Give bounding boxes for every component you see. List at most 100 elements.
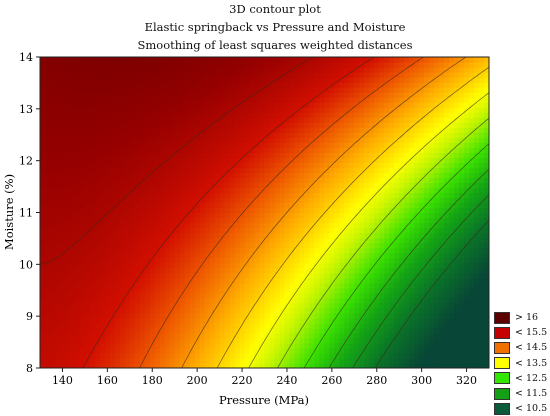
field-cell: [474, 137, 480, 143]
field-cell: [349, 252, 355, 259]
field-cell: [214, 317, 221, 324]
field-cell: [89, 312, 96, 319]
field-cell: [104, 242, 111, 249]
field-cell: [194, 252, 201, 259]
field-cell: [74, 102, 81, 108]
field-cell: [469, 272, 475, 279]
field-cell: [404, 272, 410, 279]
field-cell: [319, 277, 325, 284]
field-cell: [229, 362, 236, 368]
field-cell: [284, 332, 291, 339]
field-cell: [384, 287, 390, 294]
field-cell: [374, 277, 380, 284]
field-cell: [219, 187, 226, 194]
field-cell: [159, 257, 166, 264]
field-cell: [129, 347, 136, 354]
field-cell: [154, 192, 161, 199]
field-cell: [449, 112, 455, 118]
field-cell: [319, 202, 325, 209]
field-cell: [404, 192, 410, 199]
field-cell: [474, 192, 480, 199]
field-cell: [299, 347, 306, 354]
field-cell: [154, 97, 161, 103]
field-cell: [169, 317, 176, 324]
field-cell: [359, 172, 365, 178]
field-cell: [344, 137, 350, 143]
field-cell: [389, 187, 395, 194]
field-cell: [269, 262, 276, 269]
field-cell: [59, 87, 66, 93]
field-cell: [329, 327, 335, 334]
field-cell: [44, 132, 51, 138]
field-cell: [239, 252, 246, 259]
field-cell: [329, 197, 335, 204]
field-cell: [134, 157, 141, 163]
field-cell: [254, 342, 261, 349]
field-cell: [359, 352, 365, 359]
field-cell: [134, 287, 141, 294]
field-cell: [349, 137, 355, 143]
field-cell: [304, 122, 310, 128]
field-cell: [94, 252, 101, 259]
field-cell: [354, 297, 360, 304]
field-cell: [84, 117, 91, 123]
field-cell: [409, 127, 415, 133]
field-cell: [329, 182, 335, 189]
field-cell: [94, 192, 101, 199]
field-cell: [439, 297, 445, 304]
field-cell: [294, 162, 301, 168]
field-cell: [434, 357, 440, 364]
field-cell: [294, 247, 301, 254]
field-cell: [299, 252, 306, 259]
field-cell: [309, 202, 315, 209]
field-cell: [269, 142, 276, 148]
field-cell: [229, 127, 236, 133]
field-cell: [114, 137, 121, 143]
field-cell: [424, 212, 430, 219]
field-cell: [454, 97, 460, 103]
field-cell: [314, 262, 320, 269]
field-cell: [209, 312, 216, 319]
field-cell: [184, 222, 191, 229]
field-cell: [414, 132, 420, 138]
field-cell: [84, 187, 91, 194]
field-cell: [74, 212, 81, 219]
field-cell: [269, 127, 276, 133]
field-cell: [449, 102, 455, 108]
field-cell: [329, 357, 335, 364]
field-cell: [404, 332, 410, 339]
field-cell: [40, 237, 46, 244]
field-cell: [119, 337, 126, 344]
field-cell: [394, 357, 400, 364]
field-cell: [69, 307, 76, 314]
field-cell: [224, 137, 231, 143]
field-cell: [319, 112, 325, 118]
field-cell: [114, 127, 121, 133]
field-cell: [389, 122, 395, 128]
field-cell: [129, 342, 136, 349]
field-cell: [189, 222, 196, 229]
field-cell: [364, 137, 370, 143]
field-cell: [209, 287, 216, 294]
field-cell: [69, 332, 76, 339]
field-cell: [64, 157, 71, 163]
field-cell: [444, 357, 450, 364]
field-cell: [79, 97, 86, 103]
field-cell: [364, 197, 370, 204]
field-cell: [69, 177, 76, 184]
field-cell: [314, 172, 320, 178]
field-cell: [89, 247, 96, 254]
field-cell: [164, 92, 171, 98]
field-cell: [329, 297, 335, 304]
field-cell: [219, 262, 226, 269]
field-cell: [304, 102, 310, 108]
field-cell: [479, 272, 485, 279]
field-cell: [219, 357, 226, 364]
field-cell: [454, 342, 460, 349]
field-cell: [254, 152, 261, 158]
field-cell: [249, 277, 256, 284]
field-cell: [219, 232, 226, 239]
field-cell: [404, 322, 410, 329]
field-cell: [64, 197, 71, 204]
field-cell: [439, 172, 445, 178]
